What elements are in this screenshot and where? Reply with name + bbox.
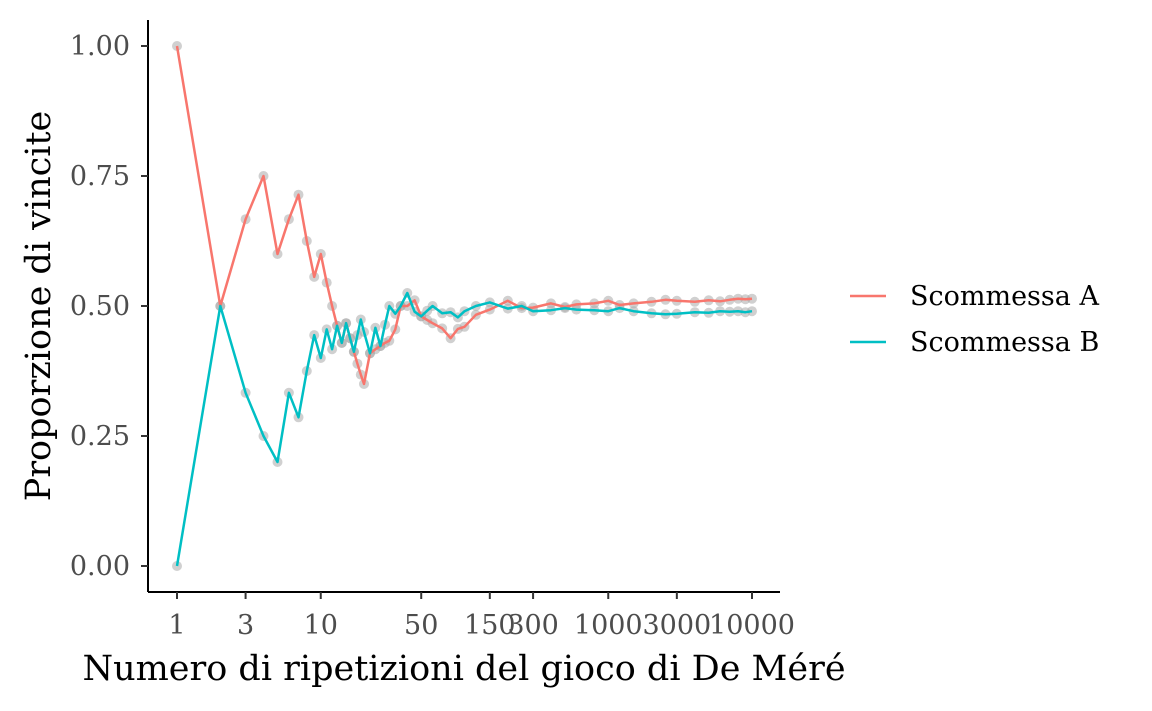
x-tick-label: 10000 bbox=[709, 610, 795, 641]
x-tick-label: 1000 bbox=[574, 610, 643, 641]
x-tick-label: 300 bbox=[507, 610, 559, 641]
lines-layer bbox=[175, 45, 753, 567]
legend-label-scommessa-a: Scommessa A bbox=[910, 281, 1099, 312]
x-axis-title: Numero di ripetizioni del gioco di De Mé… bbox=[82, 649, 845, 689]
series-line-scommessa-b bbox=[175, 291, 753, 567]
points-layer bbox=[172, 41, 757, 571]
y-tick-label: 0.75 bbox=[70, 161, 130, 192]
y-tick-label: 0.25 bbox=[70, 421, 130, 452]
legend-label-scommessa-b: Scommessa B bbox=[910, 327, 1099, 358]
y-tick-label: 0.50 bbox=[70, 291, 130, 322]
x-tick-label: 10 bbox=[304, 610, 338, 641]
x-tick-label: 1 bbox=[168, 610, 185, 641]
x-tick-label: 3000 bbox=[642, 610, 711, 641]
x-tick-label: 50 bbox=[404, 610, 438, 641]
y-ticks: 0.00 0.25 0.50 0.75 1.00 bbox=[70, 31, 148, 582]
legend: Scommessa A Scommessa B bbox=[850, 281, 1099, 358]
x-tick-label: 150 bbox=[464, 610, 516, 641]
y-tick-label: 1.00 bbox=[70, 31, 130, 62]
x-tick-label: 3 bbox=[237, 610, 254, 641]
y-tick-label: 0.00 bbox=[70, 551, 130, 582]
series-line-scommessa-a bbox=[175, 45, 753, 386]
y-axis-title: Proporzione di vincite bbox=[19, 111, 59, 501]
